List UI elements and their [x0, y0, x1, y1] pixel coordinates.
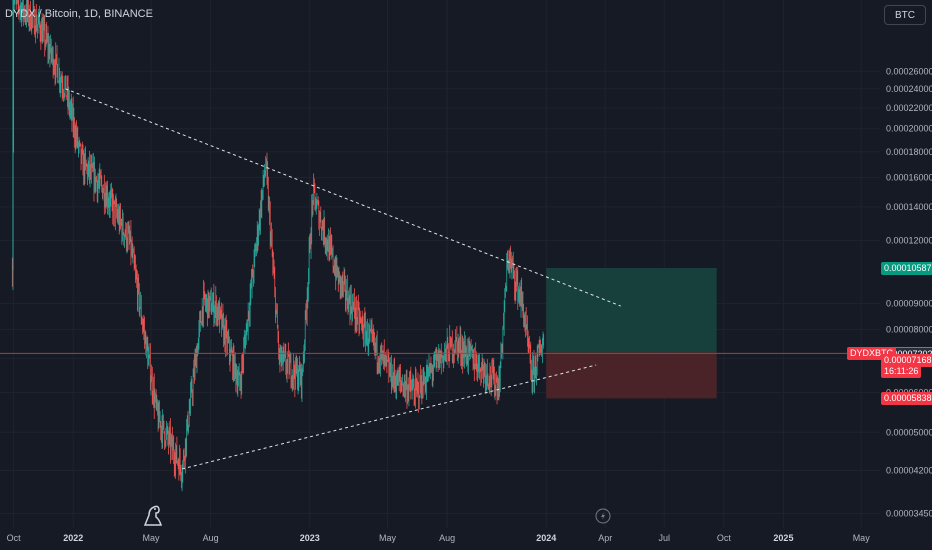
- candles: [11, 0, 545, 492]
- trendline: [181, 364, 597, 470]
- x-tick-label: Aug: [439, 533, 455, 543]
- x-tick-label: Aug: [203, 533, 219, 543]
- trendlines: [65, 88, 621, 470]
- grid: [0, 0, 880, 528]
- y-tick-label: 0.00026000: [886, 66, 932, 76]
- x-tick-label: May: [142, 533, 160, 543]
- position-zones: [546, 268, 717, 399]
- y-tick-label: 0.00016000: [886, 173, 932, 183]
- last-price-label: 0.00007168: [881, 354, 932, 368]
- x-tick-label: 2023: [300, 533, 320, 543]
- time-axis[interactable]: Oct 2022 May Aug 2023 May Aug 2024 Apr Jul Oct 2025…: [7, 533, 871, 543]
- currency-button[interactable]: BTC: [884, 5, 926, 25]
- y-tick-label: 0.00024000: [886, 84, 932, 94]
- tradingview-dino-icon[interactable]: [143, 505, 163, 526]
- countdown-label: 16:11:26: [881, 364, 922, 378]
- x-tick-label: May: [853, 533, 871, 543]
- lightning-icon[interactable]: [595, 508, 611, 524]
- y-tick-label: 0.00004200: [886, 465, 932, 475]
- y-tick-label: 0.00009000: [886, 299, 932, 309]
- x-tick-label: Jul: [658, 533, 670, 543]
- x-tick-label: Oct: [717, 533, 732, 543]
- target-zone: [546, 268, 717, 353]
- y-tick-label: 0.00003450: [886, 509, 932, 519]
- y-tick-label: 0.00014000: [886, 202, 932, 212]
- y-tick-label: 0.00005000: [886, 427, 932, 437]
- y-tick-label: 0.00008000: [886, 324, 932, 334]
- x-tick-label: 2024: [536, 533, 556, 543]
- y-tick-label: 0.00018000: [886, 147, 932, 157]
- y-tick-label: 0.00022000: [886, 103, 932, 113]
- x-tick-label: May: [379, 533, 397, 543]
- y-tick-label: 0.00020000: [886, 124, 932, 134]
- x-tick-label: 2022: [63, 533, 83, 543]
- target-price-label: 0.00010587: [881, 262, 932, 276]
- x-tick-label: 2025: [773, 533, 793, 543]
- stop-zone: [546, 352, 717, 399]
- stop-price-label: 0.00005838: [881, 392, 932, 406]
- chart-title: DYDX / Bitcoin, 1D, BINANCE: [5, 8, 153, 20]
- y-tick-label: 0.00012000: [886, 236, 932, 246]
- x-tick-label: Oct: [7, 533, 22, 543]
- x-tick-label: Apr: [598, 533, 612, 543]
